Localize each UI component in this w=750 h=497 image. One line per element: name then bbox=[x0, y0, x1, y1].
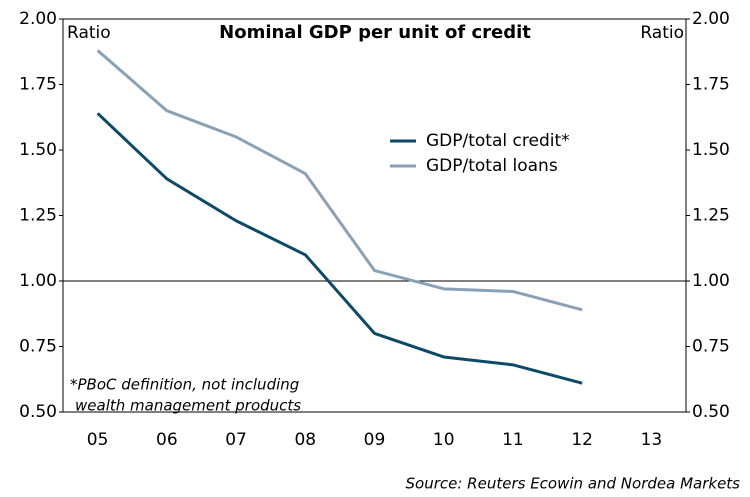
x-tick-label: 13 bbox=[641, 430, 663, 450]
legend-label: GDP/total loans bbox=[426, 156, 558, 176]
x-tick-label: 12 bbox=[571, 430, 593, 450]
y2-tick-label: 1.25 bbox=[692, 206, 730, 226]
source: Source: Reuters Ecowin and Nordea Market… bbox=[406, 475, 741, 493]
chart-title: Nominal GDP per unit of credit bbox=[219, 22, 531, 43]
y2-tick-label: 0.75 bbox=[692, 337, 730, 357]
y2-tick-label: 1.00 bbox=[692, 271, 730, 291]
plot-frame bbox=[62, 18, 687, 413]
series-line bbox=[96, 49, 583, 312]
y2-tick-label: 2.00 bbox=[692, 9, 730, 29]
y-axis-label: Ratio bbox=[67, 23, 111, 43]
legend-label: GDP/total credit* bbox=[426, 131, 570, 151]
y-tick-label: 1.00 bbox=[19, 271, 57, 291]
x-tick-label: 11 bbox=[502, 430, 524, 450]
y-tick-label: 0.75 bbox=[19, 337, 57, 357]
x-tick-label: 07 bbox=[225, 430, 247, 450]
annotation: *PBoC definition, not including bbox=[70, 376, 299, 394]
y2-axis-label: Ratio bbox=[640, 23, 684, 43]
x-tick-label: 10 bbox=[433, 430, 455, 450]
x-tick-label: 08 bbox=[294, 430, 316, 450]
y2-tick-label: 1.50 bbox=[692, 140, 730, 160]
series-line bbox=[96, 112, 583, 385]
y2-tick-label: 1.75 bbox=[692, 75, 730, 95]
y-tick-label: 1.75 bbox=[19, 75, 57, 95]
annotation: wealth management products bbox=[75, 397, 301, 415]
y-tick-label: 1.25 bbox=[19, 206, 57, 226]
y-tick-label: 2.00 bbox=[19, 9, 57, 29]
x-tick-label: 09 bbox=[364, 430, 386, 450]
x-tick-label: 06 bbox=[156, 430, 178, 450]
x-tick-label: 05 bbox=[87, 430, 109, 450]
y-tick-label: 0.50 bbox=[19, 402, 57, 422]
y2-tick-label: 0.50 bbox=[692, 402, 730, 422]
y-tick-label: 1.50 bbox=[19, 140, 57, 160]
